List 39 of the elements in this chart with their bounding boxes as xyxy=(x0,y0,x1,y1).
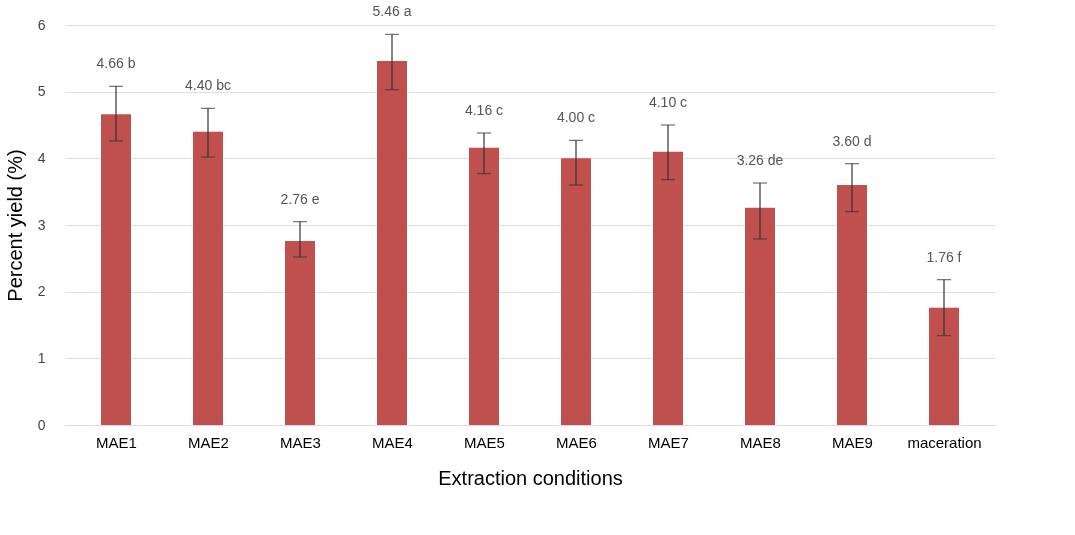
bar xyxy=(837,185,867,425)
data-label: 3.60 d xyxy=(832,132,872,149)
x-axis-title: Extraction conditions xyxy=(438,466,623,489)
bar xyxy=(469,147,499,425)
x-tick-label: MAE4 xyxy=(372,433,413,451)
y-tick-label: 6 xyxy=(37,16,46,33)
x-tick-label: MAE8 xyxy=(740,433,781,451)
x-tick-label: maceration xyxy=(907,433,982,451)
y-tick-label: 3 xyxy=(37,216,46,233)
data-label: 5.46 a xyxy=(372,3,412,20)
x-tick-label: MAE7 xyxy=(648,433,689,451)
bar xyxy=(285,241,315,425)
bar xyxy=(561,158,591,425)
data-label: 4.00 c xyxy=(556,109,596,126)
y-tick-label: 4 xyxy=(37,149,46,166)
bar xyxy=(193,131,223,425)
bar xyxy=(745,207,775,425)
x-tick-label: MAE9 xyxy=(832,433,873,451)
x-tick-label: MAE6 xyxy=(556,433,597,451)
x-tick-label: MAE2 xyxy=(188,433,229,451)
bar xyxy=(929,307,959,425)
data-label: 4.40 bc xyxy=(185,77,231,94)
x-tick-label: MAE3 xyxy=(280,433,321,451)
y-axis-title: Percent yield (%) xyxy=(3,149,26,302)
data-label: 4.66 b xyxy=(96,55,136,72)
y-tick-label: 1 xyxy=(37,349,46,366)
data-label: 1.76 f xyxy=(926,248,962,265)
y-tick-label: 0 xyxy=(37,416,46,433)
y-tick-label: 2 xyxy=(37,283,46,300)
x-tick-label: MAE5 xyxy=(464,433,505,451)
x-tick-label: MAE1 xyxy=(96,433,137,451)
data-label: 4.16 c xyxy=(464,102,504,118)
y-tick-label: 5 xyxy=(37,83,46,100)
data-label: 4.10 c xyxy=(648,94,688,110)
bar xyxy=(653,151,683,425)
data-label: 2.76 e xyxy=(280,190,320,207)
bar xyxy=(377,61,407,425)
data-label: 3.26 de xyxy=(736,152,784,168)
bar xyxy=(101,114,131,425)
